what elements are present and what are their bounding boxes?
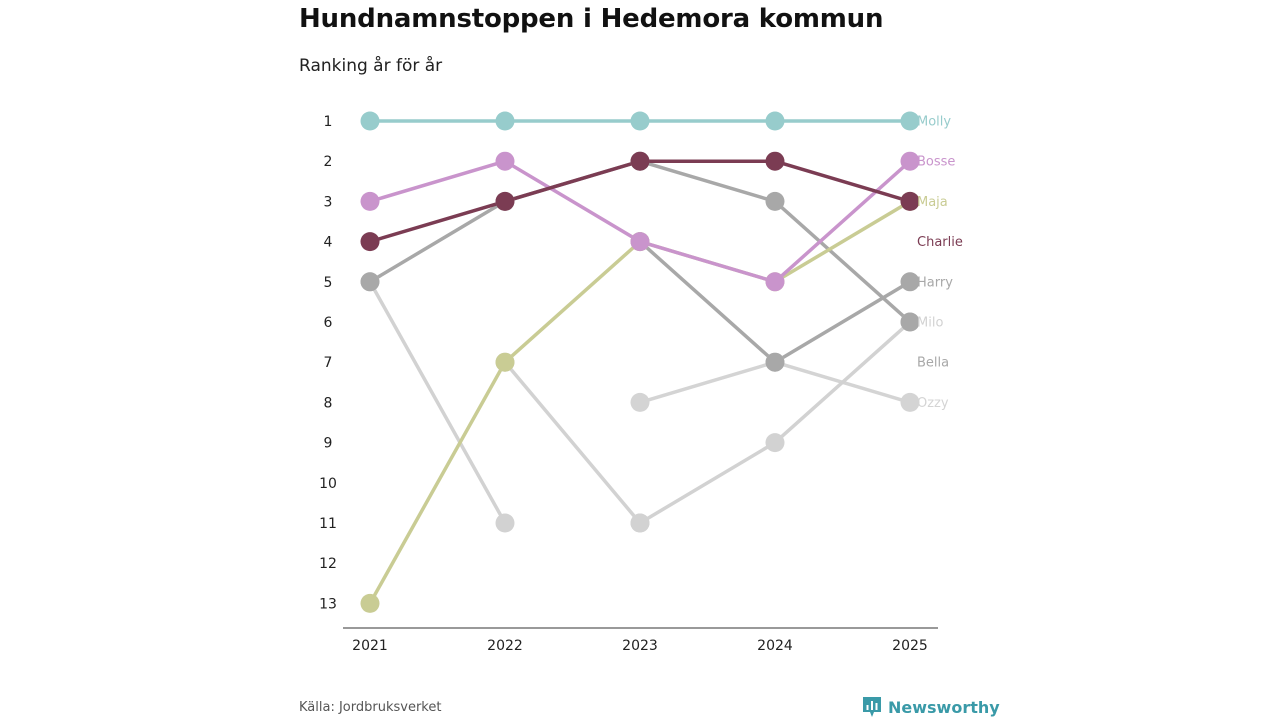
series-line-bella (503, 360, 642, 525)
chart-subtitle: Ranking år för år (299, 56, 443, 76)
marker-ozzy-2023 (630, 392, 650, 412)
series-line-bosse (368, 159, 912, 284)
x-tick-label: 2024 (757, 638, 793, 654)
marker-charlie-2021 (360, 232, 380, 252)
brand-name: Newsworthy (888, 697, 1000, 717)
series-line-charlie (368, 159, 912, 244)
marker-harry-2025 (900, 272, 920, 292)
end-label-molly: Molly (917, 115, 951, 130)
y-tick-label: 6 (324, 315, 333, 331)
end-label-milo: Milo (917, 316, 943, 331)
end-label-charlie: Charlie (917, 235, 963, 250)
marker-molly-2021 (360, 111, 380, 131)
end-label-bella: Bella (917, 356, 949, 371)
marker-charlie-2022 (495, 191, 515, 211)
end-labels: Molly Bosse Maja Charlie Harry Milo Bella Ozzy (917, 115, 963, 411)
marker-molly-2022 (495, 111, 515, 131)
marker-bosse-2021 (360, 191, 380, 211)
marker-harry-2021 (360, 272, 380, 292)
end-label-maja: Maja (917, 195, 948, 210)
marker-molly-2023 (630, 111, 650, 131)
marker-charlie-2023 (630, 151, 650, 171)
x-tick-label: 2022 (487, 638, 523, 654)
marker-harry-2024 (765, 191, 785, 211)
marker-bosse-2025 (900, 151, 920, 171)
marker-harry-2024 (765, 352, 785, 372)
marker-charlie-2025 (900, 191, 920, 211)
marker-maja-2021 (360, 593, 380, 613)
y-tick-label: 13 (319, 596, 337, 612)
marker-charlie-2024 (765, 151, 785, 171)
source-note: Källa: Jordbruksverket (299, 700, 442, 715)
y-tick-label: 1 (324, 114, 333, 130)
end-label-ozzy: Ozzy (917, 396, 949, 411)
chart-title: Hundnamnstoppen i Hedemora kommun (299, 4, 884, 34)
y-tick-label: 12 (319, 556, 337, 572)
y-tick-label: 2 (324, 154, 333, 170)
marker-milo-2024 (765, 433, 785, 453)
y-tick-label: 5 (324, 275, 333, 291)
marker-molly-2024 (765, 111, 785, 131)
x-tick-label: 2025 (892, 638, 928, 654)
brand-logo[interactable]: Newsworthy (862, 696, 1000, 718)
marker-molly-2025 (900, 111, 920, 131)
marker-maja-2022 (495, 352, 515, 372)
series-markers (360, 111, 920, 613)
y-tick-label: 7 (324, 355, 333, 371)
marker-harry-2025 (900, 312, 920, 332)
x-tick-label: 2021 (352, 638, 388, 654)
marker-bella-2022 (495, 513, 515, 533)
y-tick-label: 9 (324, 436, 333, 452)
marker-bosse-2022 (495, 151, 515, 171)
y-tick-label: 4 (324, 235, 333, 251)
y-tick-label: 8 (324, 395, 333, 411)
end-label-bosse: Bosse (917, 155, 955, 170)
y-tick-label: 11 (319, 516, 337, 532)
marker-bella-2023 (630, 513, 650, 533)
y-tick-label: 3 (324, 194, 333, 210)
marker-bosse-2024 (765, 272, 785, 292)
newsworthy-icon (863, 697, 881, 717)
x-tick-label: 2023 (622, 638, 658, 654)
end-label-harry: Harry (917, 275, 953, 290)
series-line-harry (638, 239, 912, 364)
series-line-bella (368, 280, 507, 525)
y-tick-label: 10 (319, 476, 337, 492)
marker-ozzy-2025 (900, 392, 920, 412)
marker-bosse-2023 (630, 232, 650, 252)
series-line-milo (638, 320, 912, 525)
